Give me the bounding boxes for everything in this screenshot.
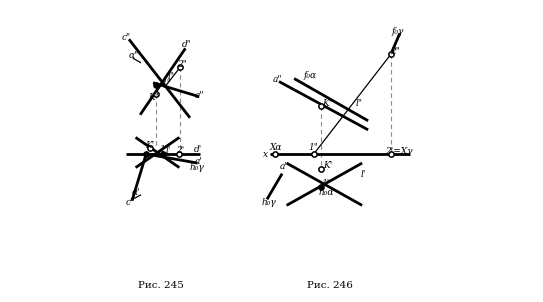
Text: c": c" <box>122 33 130 42</box>
Text: 1': 1' <box>159 145 167 154</box>
Text: f₀γ: f₀γ <box>392 27 404 36</box>
Text: K": K" <box>148 93 159 102</box>
Text: f₀α: f₀α <box>304 71 317 80</box>
Text: 2': 2' <box>176 146 185 155</box>
Text: l': l' <box>361 170 367 179</box>
Text: K": K" <box>322 99 333 108</box>
Text: x: x <box>263 149 268 159</box>
Text: K': K' <box>323 161 332 170</box>
Text: 2": 2" <box>178 59 187 69</box>
Text: 1": 1" <box>162 79 172 88</box>
Text: K': K' <box>145 141 154 150</box>
Text: a": a" <box>195 91 205 100</box>
Text: 1': 1' <box>321 179 330 188</box>
Text: Рис. 245: Рис. 245 <box>138 281 184 290</box>
Text: h₀α: h₀α <box>318 188 333 197</box>
Text: l": l" <box>168 72 175 81</box>
Text: a": a" <box>273 75 282 84</box>
Text: d": d" <box>181 40 191 49</box>
Text: h₀γ: h₀γ <box>261 198 276 207</box>
Text: 1": 1" <box>309 143 319 152</box>
Text: Xα: Xα <box>270 143 282 152</box>
Text: 2'=Xγ: 2'=Xγ <box>384 146 412 156</box>
Text: c': c' <box>125 198 132 207</box>
Text: h₀γ: h₀γ <box>190 163 205 172</box>
Text: 2": 2" <box>390 47 400 56</box>
Text: a': a' <box>194 157 203 166</box>
Text: a': a' <box>280 162 287 171</box>
Text: l': l' <box>165 146 171 155</box>
Text: d': d' <box>194 145 203 154</box>
Text: l": l" <box>356 99 363 108</box>
Text: α': α' <box>131 188 140 197</box>
Text: α": α" <box>129 51 139 60</box>
Text: Рис. 246: Рис. 246 <box>307 281 353 290</box>
